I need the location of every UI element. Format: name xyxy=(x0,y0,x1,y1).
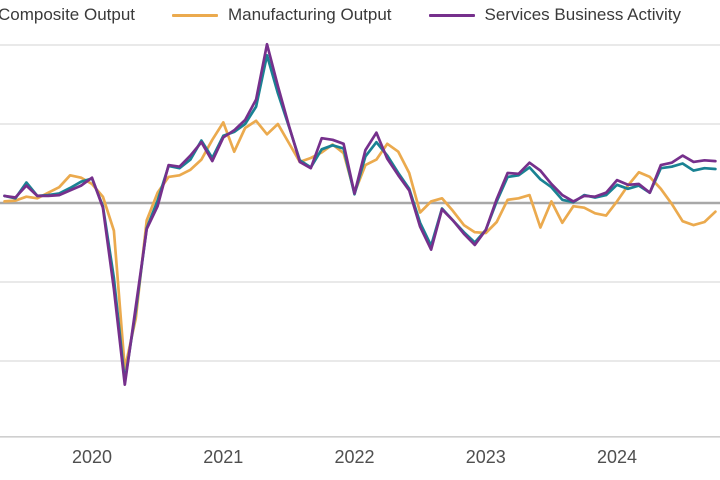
legend-item-manufacturing: Manufacturing Output xyxy=(172,5,392,25)
x-axis-label: 2024 xyxy=(596,447,638,467)
legend-item-composite: Composite Output xyxy=(0,5,135,25)
legend-label-composite: Composite Output xyxy=(0,5,136,24)
manufacturing-output-line xyxy=(3,119,717,371)
x-axis-label: 2022 xyxy=(334,447,375,467)
legend-item-services: Services Business Activity xyxy=(428,5,682,25)
x-axis-label: 2021 xyxy=(203,447,244,467)
services-line-swatch-icon xyxy=(428,13,475,17)
legend-label-manufacturing: Manufacturing Output xyxy=(228,5,392,24)
legend-label-services: Services Business Activity xyxy=(484,5,682,24)
chart-legend: Composite Output Manufacturing Output Se… xyxy=(0,3,681,27)
services-business-activity-line xyxy=(3,42,717,387)
manufacturing-line-swatch-icon xyxy=(172,13,219,17)
x-axis-label: 2023 xyxy=(465,447,506,467)
x-axis-label: 2020 xyxy=(71,447,113,467)
